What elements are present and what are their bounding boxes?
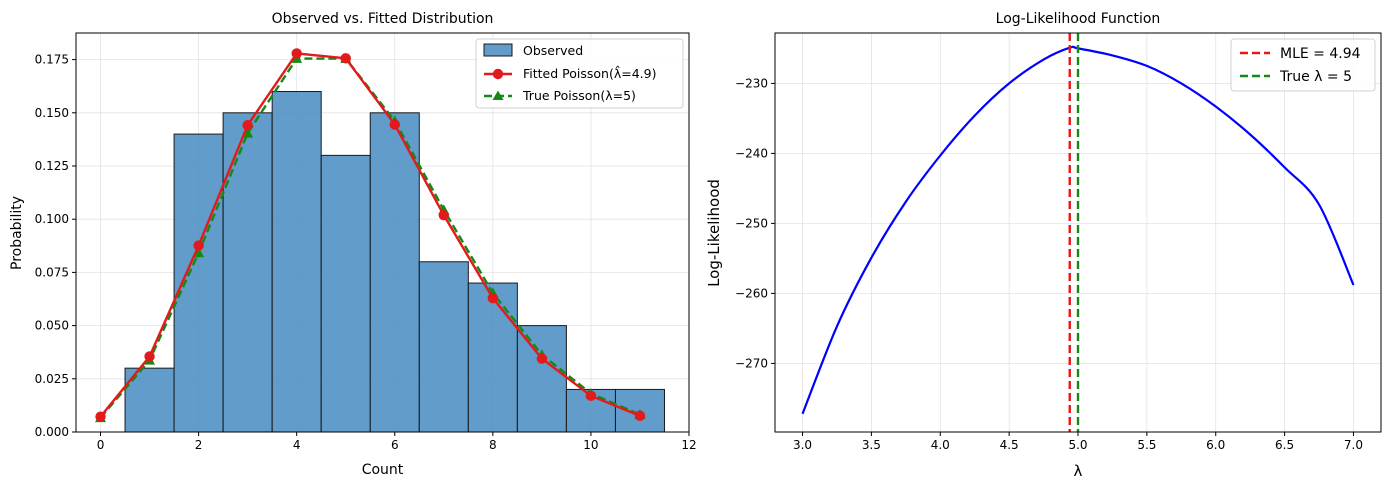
observed-vs-fitted-chart: Observed vs. Fitted Distribution Count P…: [9, 11, 697, 478]
data-point: [193, 240, 204, 251]
histogram-bar: [467, 282, 518, 433]
data-point: [95, 411, 106, 422]
histogram-bar: [320, 154, 371, 433]
x-tick-label: 6: [391, 438, 399, 452]
y-tick-label: 0.050: [35, 319, 69, 333]
y-tick-label: 0.125: [35, 159, 69, 173]
x-tick-label: 5.5: [1137, 438, 1156, 452]
x-tick-label: 7.0: [1344, 438, 1363, 452]
x-tick-label: 10: [583, 438, 598, 452]
data-point: [242, 119, 253, 131]
data-point: [487, 292, 499, 304]
x-tick-label: 3.5: [862, 438, 881, 452]
legend-label: Fitted Poisson(λ̂=4.9): [523, 65, 656, 81]
x-axis-label: Count: [362, 462, 404, 478]
y-axis-label: Probability: [9, 196, 25, 270]
data-point: [536, 353, 548, 364]
legend-box: [475, 38, 684, 109]
log-likelihood-chart: Log-Likelihood Function λ Log-Likelihood…: [705, 11, 1382, 480]
histogram-bar: [418, 261, 469, 433]
legend-label: MLE = 4.94: [1280, 46, 1361, 62]
legend: MLE = 4.94 True λ = 5: [1230, 38, 1376, 92]
x-tick-label: 4: [293, 438, 301, 452]
x-tick-label: 6.5: [1275, 438, 1294, 452]
y-tick-label: 0.075: [35, 265, 69, 279]
x-tick-label: 4.5: [1000, 438, 1019, 452]
histogram-bar: [271, 91, 322, 433]
y-tick-label: 0.150: [35, 106, 69, 120]
data-point: [634, 410, 646, 422]
legend-marker-fitted: [492, 68, 504, 80]
y-tick-label: 0.100: [35, 212, 69, 226]
series-line: [99, 57, 641, 419]
legend-marker-true: [492, 90, 504, 100]
legend-label: True λ = 5: [1279, 69, 1352, 85]
x-tick-label: 3.0: [793, 438, 812, 452]
y-tick-label: 0.025: [35, 372, 69, 386]
y-axis-label: Log-Likelihood: [705, 179, 723, 287]
x-tick-label: 0: [97, 438, 105, 452]
x-tick-label: 2: [195, 438, 203, 452]
y-tick-label: −240: [735, 146, 768, 160]
legend-label: True Poisson(λ=5): [522, 88, 636, 103]
x-tick-label: 8: [489, 438, 497, 452]
x-tick-label: 4.0: [931, 438, 950, 452]
y-tick-label: −260: [735, 286, 768, 300]
x-tick-label: 12: [681, 438, 696, 452]
x-tick-label: 5.0: [1068, 438, 1087, 452]
chart-title: Observed vs. Fitted Distribution: [272, 11, 494, 27]
data-point: [144, 351, 155, 362]
data-point: [585, 390, 597, 402]
y-tick-label: 0.000: [35, 425, 69, 439]
x-tick-label: 6.0: [1206, 438, 1225, 452]
data-point: [242, 127, 254, 138]
data-point: [389, 119, 400, 130]
plot-frame: [75, 32, 690, 433]
data-point: [340, 53, 351, 64]
legend-swatch-observed: [483, 43, 513, 57]
y-tick-label: −230: [735, 76, 768, 90]
chart-title: Log-Likelihood Function: [996, 11, 1161, 27]
histogram-bar: [369, 112, 420, 433]
histogram-bar: [516, 325, 567, 433]
y-tick-label: −270: [735, 356, 768, 370]
x-axis-label: λ: [1074, 462, 1083, 480]
histogram-bar: [222, 112, 273, 433]
log-likelihood-curve: [801, 45, 1355, 415]
y-tick-label: −250: [735, 216, 768, 230]
y-tick-label: 0.175: [35, 53, 69, 67]
series-line: [99, 52, 641, 418]
data-point: [291, 48, 302, 59]
legend-label: Observed: [523, 43, 583, 58]
legend: Observed Fitted Poisson(λ̂=4.9) True Poiss…: [475, 38, 684, 109]
data-point: [438, 209, 449, 221]
